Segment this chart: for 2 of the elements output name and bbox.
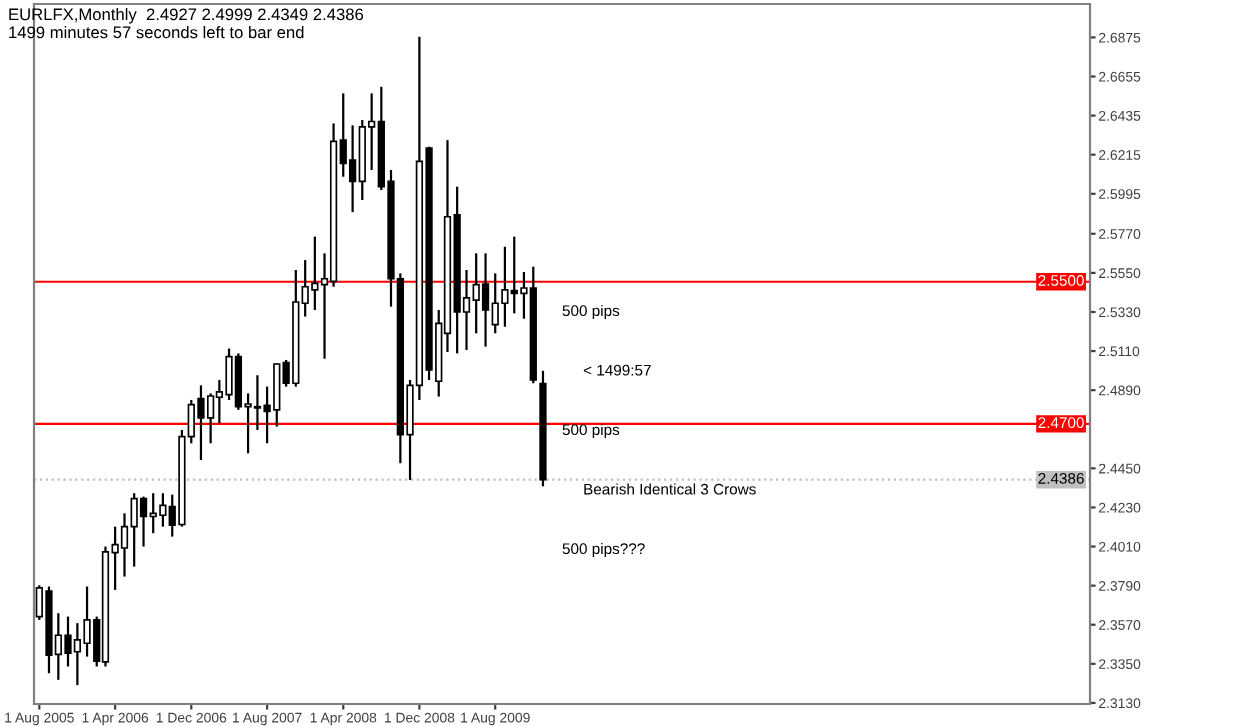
- chart-title: EURLFX,Monthly 2.4927 2.4999 2.4349 2.4386: [9, 8, 364, 24]
- text: 1499 minutes 57 seconds left to bar end: [9, 26, 304, 39]
